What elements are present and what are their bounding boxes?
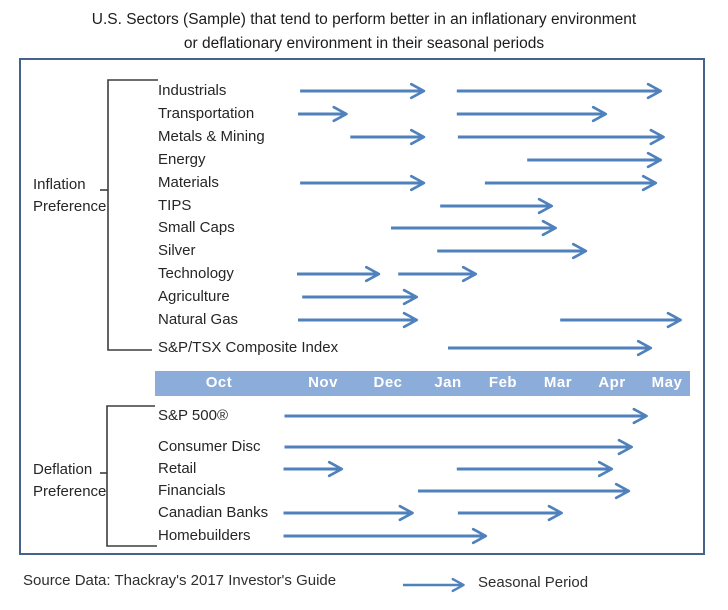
month-label-jan: Jan bbox=[434, 374, 462, 391]
chart-title-line1: U.S. Sectors (Sample) that tend to perfo… bbox=[91, 11, 637, 28]
chart-frame bbox=[19, 58, 705, 555]
group-label-line1: Deflation bbox=[33, 461, 93, 478]
sector-label-tips: TIPS bbox=[158, 197, 192, 214]
sector-label-metals-mining: Metals & Mining bbox=[158, 128, 265, 145]
sector-label-retail: Retail bbox=[158, 460, 197, 477]
sector-label-homebuilders: Homebuilders bbox=[158, 527, 251, 544]
sector-label-canadian-banks: Canadian Banks bbox=[158, 504, 269, 521]
sector-label-s-p-tsx-composite-index: S&P/TSX Composite Index bbox=[158, 339, 339, 356]
inflation-preference-label: Inflation Preference bbox=[33, 174, 106, 218]
sector-label-silver: Silver bbox=[158, 242, 196, 259]
month-label-may: May bbox=[651, 374, 683, 391]
sector-label-energy: Energy bbox=[158, 151, 206, 168]
month-label-feb: Feb bbox=[488, 374, 518, 391]
deflation-preference-label: Deflation Preference bbox=[33, 459, 106, 503]
sector-label-industrials: Industrials bbox=[158, 82, 227, 99]
chart-title: U.S. Sectors (Sample) that tend to perfo… bbox=[0, 8, 728, 56]
month-label-apr: Apr bbox=[598, 374, 626, 391]
sector-label-small-caps: Small Caps bbox=[158, 219, 235, 236]
sector-label-consumer-disc: Consumer Disc bbox=[158, 438, 261, 455]
sector-label-agriculture: Agriculture bbox=[158, 288, 230, 305]
sector-label-technology: Technology bbox=[158, 265, 234, 282]
sector-label-natural-gas: Natural Gas bbox=[158, 311, 239, 328]
source-data-text: Source Data: Thackray's 2017 Investor's … bbox=[23, 572, 337, 589]
legend-label: Seasonal Period bbox=[478, 574, 589, 591]
sector-label-materials: Materials bbox=[158, 174, 219, 191]
group-label-line1: Inflation bbox=[33, 176, 86, 193]
month-label-nov: Nov bbox=[308, 374, 338, 391]
sector-label-transportation: Transportation bbox=[158, 105, 255, 122]
month-axis-bar: Oct Nov Dec Jan Feb Mar Apr May bbox=[155, 371, 690, 396]
group-label-line2: Preference bbox=[33, 483, 107, 500]
sector-label-financials: Financials bbox=[158, 482, 226, 499]
chart-title-line2: or deflationary environment in their sea… bbox=[183, 35, 545, 52]
month-label-oct: Oct bbox=[205, 374, 233, 391]
month-label-mar: Mar bbox=[543, 374, 573, 391]
sector-label-s-p-500: S&P 500® bbox=[158, 407, 228, 424]
group-label-line2: Preference bbox=[33, 198, 107, 215]
month-label-dec: Dec bbox=[373, 374, 403, 391]
